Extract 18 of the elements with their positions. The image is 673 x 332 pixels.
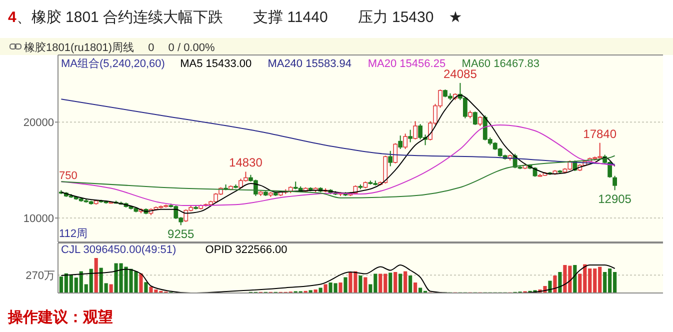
annotation: 14830 [229,156,263,170]
ref-line-label: 270万 [26,270,55,282]
chart-title: 4、橡胶 1801 合约连续大幅下跌 支撑 11440 压力 15430 ★ [8,9,462,26]
text: MA5 15433.00 [180,58,252,70]
text: 操作建议：观望 [7,308,113,326]
text: MA20 15456.25 [368,58,446,70]
chart-subtitle: 橡胶1801(ru1801)周线 0 0 / 0.00% [24,41,215,54]
text: MA240 15583.94 [268,58,352,70]
legend-title: MA组合(5,240,20,60) [61,57,165,70]
y-tick-label: 10000 [23,212,54,225]
annotation: 112周 [59,228,88,240]
annotation: 17840 [583,126,617,141]
y-tick-label: 20000 [23,116,54,129]
series-label: CJL 3096450.00(49:51) [61,244,176,256]
annotation: 9255 [168,227,195,242]
text: OPID 322566.00 [205,244,288,256]
annotation: 750 [59,170,78,182]
annotation: 12905 [598,192,632,206]
